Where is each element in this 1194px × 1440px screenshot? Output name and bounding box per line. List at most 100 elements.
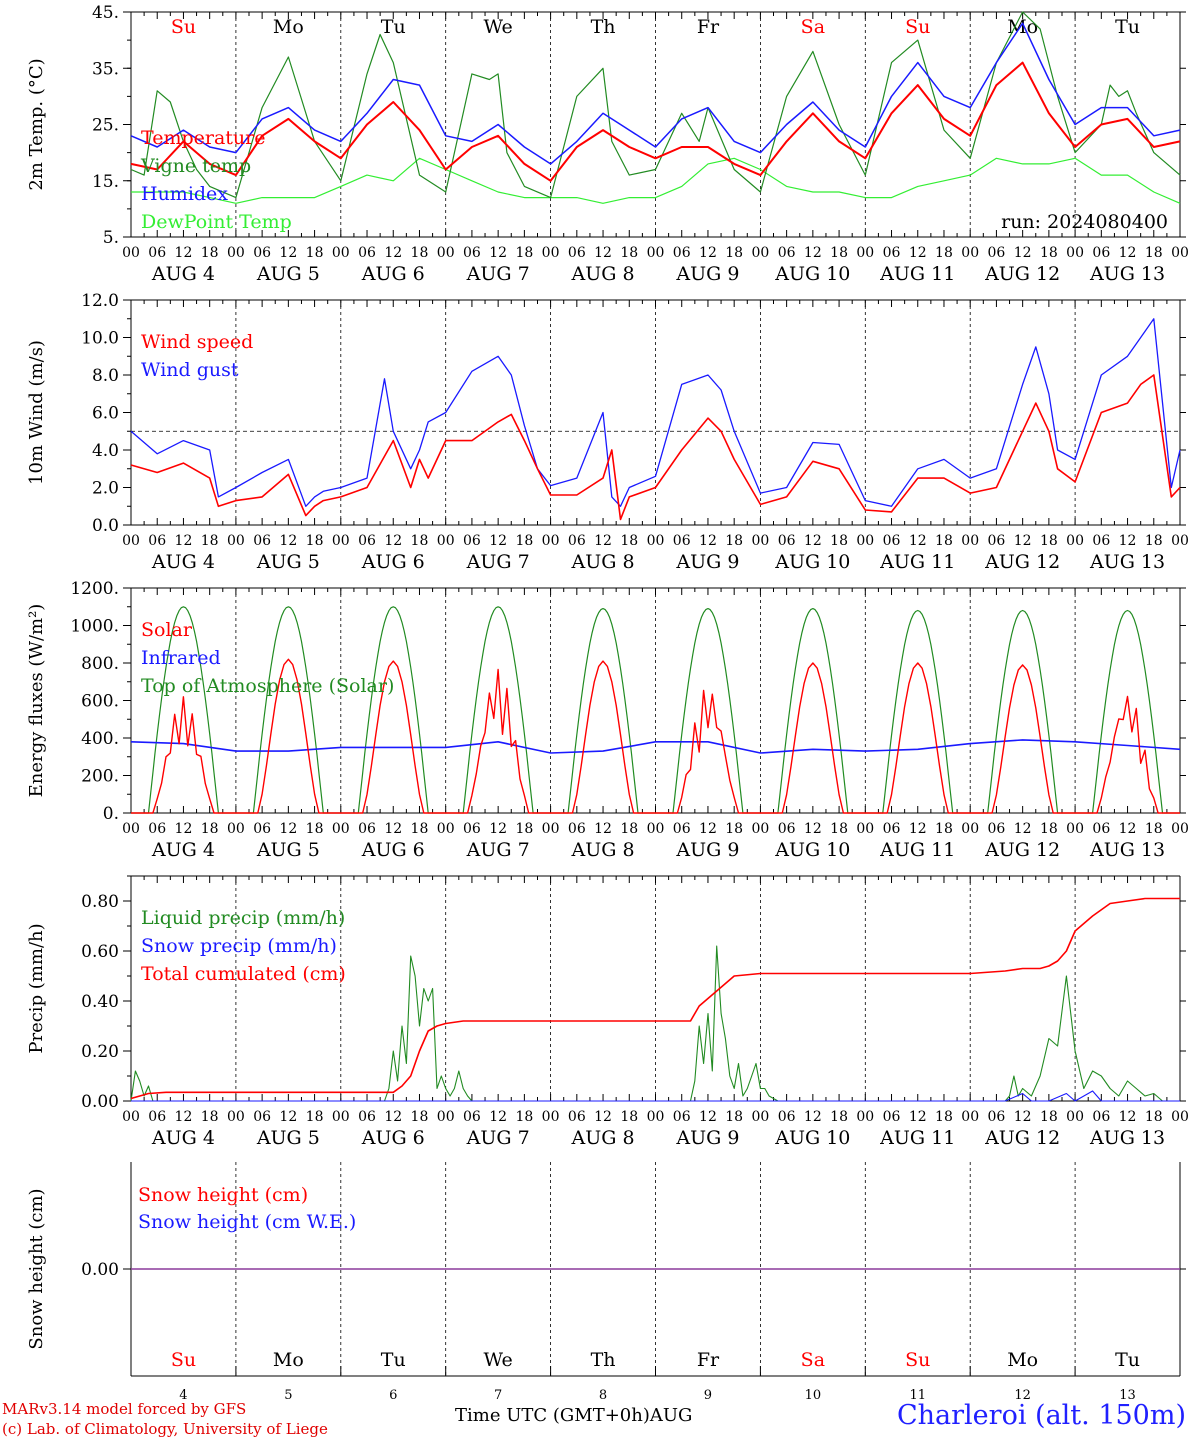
energy-legend-entry: Infrared [141,647,221,669]
hour-tick-label: 06 [778,245,796,261]
hour-tick-label: 18 [620,1109,638,1125]
hour-tick-label: 06 [988,1109,1006,1125]
day-number: 12 [1014,1388,1031,1403]
date-label: AUG 4 [151,263,215,285]
hour-tick-label: 00 [332,1109,350,1125]
hour-tick-label: 06 [673,821,691,837]
hour-tick-label: 00 [437,245,455,261]
hour-tick-label: 00 [647,533,665,549]
y-tick-label: 4.0 [92,441,119,461]
hour-tick-label: 00 [437,1109,455,1125]
date-label: AUG 10 [774,839,850,861]
hour-tick-label: 06 [463,1109,481,1125]
hour-tick-label: 06 [358,533,376,549]
hour-tick-label: 12 [594,821,612,837]
y-tick-label: 6.0 [92,404,119,424]
date-label: AUG 9 [675,551,739,573]
y-tick-label: 25. [92,116,119,136]
hour-tick-label: 12 [699,245,717,261]
day-abbr-top: Fr [697,16,720,38]
hour-tick-label: 06 [568,533,586,549]
date-label: AUG 5 [256,1127,320,1149]
hour-tick-label: 18 [306,1109,324,1125]
date-label: AUG 13 [1089,551,1165,573]
date-label: AUG 4 [151,551,215,573]
hour-tick-label: 00 [1171,821,1189,837]
day-abbr-bottom: Fr [697,1349,720,1371]
y-tick-label: 0.60 [81,942,119,962]
hour-tick-label: 00 [122,533,140,549]
dewpoint-line [131,157,1181,204]
wind-legend-entry: Wind speed [141,331,253,353]
hour-tick-label: 06 [463,821,481,837]
hour-tick-label: 18 [1145,1109,1163,1125]
hour-tick-label: 12 [384,533,402,549]
hour-tick-label: 18 [306,245,324,261]
hour-tick-label: 18 [1145,245,1163,261]
hour-tick-label: 12 [175,245,193,261]
run-label: run: 2024080400 [1001,211,1168,233]
hour-tick-label: 06 [883,1109,901,1125]
temp-legend-entry: Vigne temp [140,155,251,177]
y-axis-label: 10m Wind (m/s) [26,340,47,485]
y-tick-label: 200. [81,767,119,787]
y-tick-label: 600. [81,692,119,712]
hour-tick-label: 18 [201,533,219,549]
date-label: AUG 8 [571,551,635,573]
hour-tick-label: 18 [411,1109,429,1125]
hour-tick-label: 06 [1092,245,1110,261]
hour-tick-label: 00 [751,1109,769,1125]
y-tick-label: 15. [92,172,119,192]
hour-tick-label: 06 [148,1109,166,1125]
date-label: AUG 4 [151,1127,215,1149]
day-abbr-top: Tu [381,16,406,38]
hour-tick-label: 18 [1145,821,1163,837]
hour-tick-label: 06 [1092,821,1110,837]
hour-tick-label: 00 [856,821,874,837]
y-tick-label: 0.40 [81,992,119,1012]
hour-tick-label: 00 [961,821,979,837]
date-label: AUG 6 [361,263,425,285]
temp-legend-entry: DewPoint Temp [141,211,292,233]
hour-tick-label: 18 [515,245,533,261]
hour-tick-label: 06 [883,245,901,261]
hour-tick-label: 06 [148,533,166,549]
energy-legend-entry: Top of Atmosphere (Solar) [141,675,394,697]
day-abbr-top: We [484,16,513,38]
date-label: AUG 8 [571,1127,635,1149]
day-abbr-bottom: We [484,1349,513,1371]
precip-legend-entry: Liquid precip (mm/h) [141,907,345,929]
day-abbr-bottom: Tu [381,1349,406,1371]
wind-gust-line [130,318,1181,507]
hour-tick-label: 12 [175,1109,193,1125]
hour-tick-label: 18 [935,245,953,261]
hour-tick-label: 00 [542,821,560,837]
date-label: AUG 9 [675,1127,739,1149]
hour-tick-label: 06 [1092,533,1110,549]
hour-tick-label: 18 [1040,533,1058,549]
hour-tick-label: 12 [804,821,822,837]
date-label: AUG 10 [774,551,850,573]
hour-tick-label: 18 [515,533,533,549]
hour-tick-label: 12 [175,533,193,549]
hour-tick-label: 18 [935,821,953,837]
hour-tick-label: 00 [1171,245,1189,261]
hour-tick-label: 06 [988,533,1006,549]
date-label: AUG 9 [675,263,739,285]
hour-tick-label: 06 [568,1109,586,1125]
hour-tick-label: 18 [201,245,219,261]
hour-tick-label: 06 [253,533,271,549]
y-tick-label: 0.00 [81,1260,119,1280]
model-credit: MARv3.14 model forced by GFS [2,1400,247,1418]
date-label: AUG 8 [571,839,635,861]
hour-tick-label: 18 [725,533,743,549]
hour-tick-label: 12 [1014,1109,1032,1125]
hour-tick-label: 06 [358,245,376,261]
hour-tick-label: 00 [122,245,140,261]
hour-tick-label: 00 [227,533,245,549]
hour-tick-label: 12 [1119,1109,1137,1125]
hour-tick-label: 18 [411,245,429,261]
hour-tick-label: 00 [122,821,140,837]
hour-tick-label: 06 [148,821,166,837]
